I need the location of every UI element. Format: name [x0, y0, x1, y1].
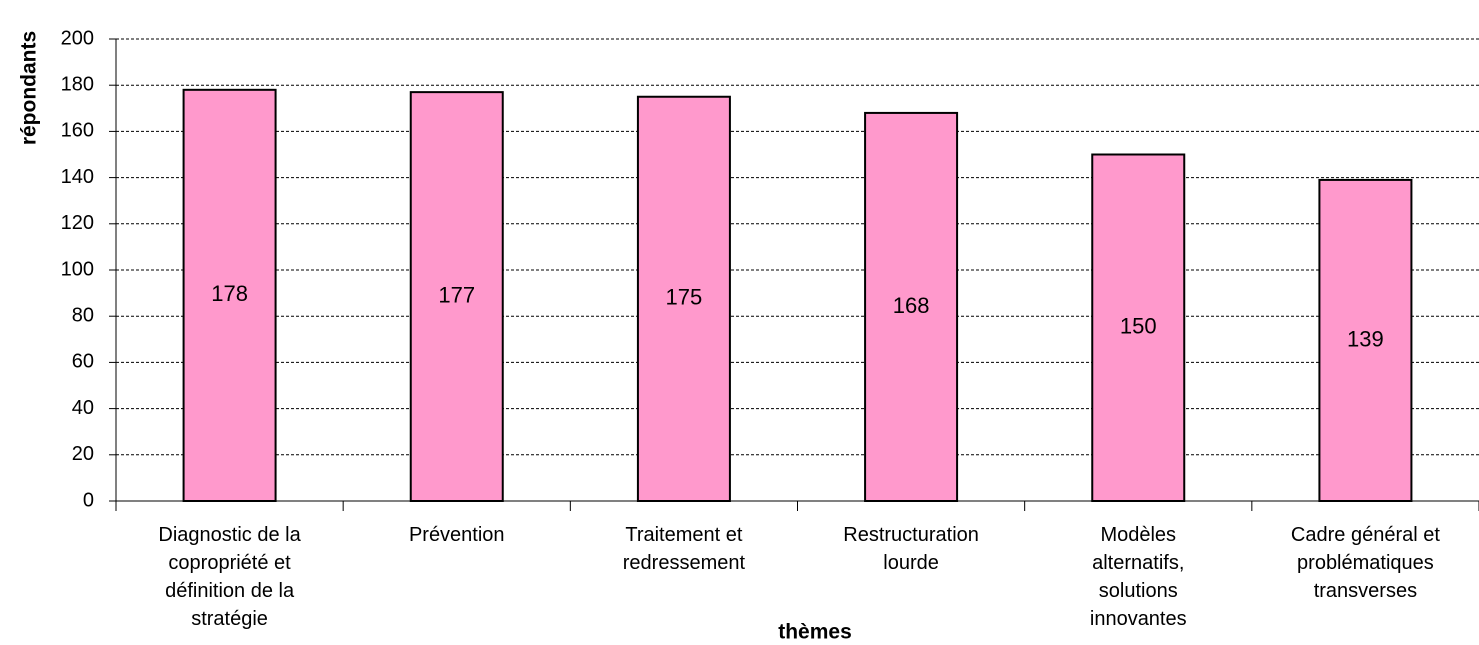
x-tick-label: Restructuration lourde: [843, 524, 979, 574]
y-axis-title: répondants: [18, 31, 41, 145]
bar: [1318, 178, 1413, 502]
y-tick-label: 0: [83, 489, 94, 511]
x-tick-label: Prévention: [409, 524, 505, 546]
y-tick-label: 20: [72, 443, 94, 465]
y-tick-label: 140: [61, 166, 94, 188]
x-tick-label: Traitement et redressement: [623, 524, 746, 574]
y-tick-label: 120: [61, 212, 94, 234]
data-label: 139: [1347, 326, 1384, 351]
bar: [864, 111, 959, 502]
bar: [636, 95, 731, 502]
x-tick-label: Cadre général et problématiques transverse…: [1291, 524, 1440, 602]
y-tick-label: 160: [61, 120, 94, 142]
data-label: 175: [666, 285, 703, 310]
y-tick-label: 180: [61, 73, 94, 95]
y-tick-label: 80: [72, 304, 94, 326]
bar: [409, 91, 504, 502]
y-tick-label: 60: [72, 351, 94, 373]
bar: [1091, 153, 1186, 502]
data-label: 150: [1120, 314, 1157, 339]
y-tick-label: 40: [72, 397, 94, 419]
bar: [182, 88, 277, 502]
data-label: 177: [438, 282, 475, 307]
data-label: 178: [211, 281, 248, 306]
data-label: 168: [893, 293, 930, 318]
x-axis-title: thèmes: [778, 621, 852, 644]
x-tick-label: Modèles alternatifs, solutions innovantes: [1090, 524, 1187, 630]
y-tick-label: 100: [61, 258, 94, 280]
x-tick-label: Diagnostic de la copropriété et définition…: [158, 524, 301, 630]
y-tick-label: 200: [61, 27, 94, 49]
